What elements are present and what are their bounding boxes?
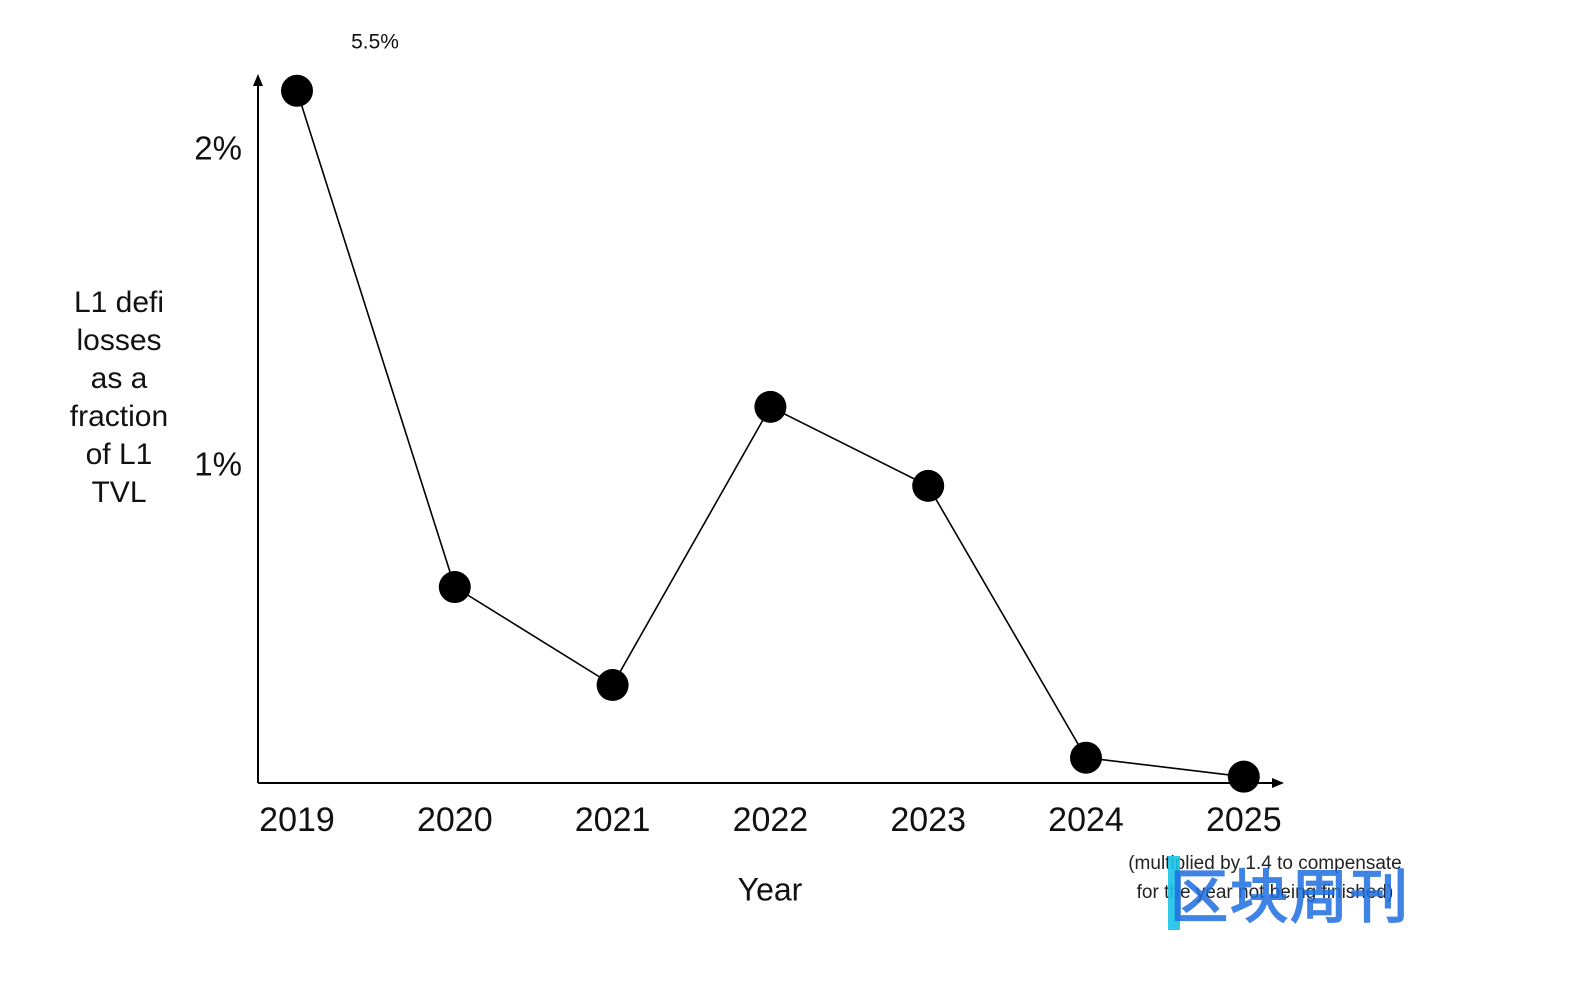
point [912, 469, 945, 502]
annotation: 5.5% [351, 31, 399, 54]
point [1070, 741, 1102, 774]
x-tick-label: 2023 [890, 801, 966, 839]
watermark-bar [1168, 856, 1180, 930]
x-tick-label: 2019 [259, 801, 335, 839]
x-tick-label: 2021 [575, 801, 651, 839]
point [754, 390, 787, 423]
x-tick-label: 2020 [417, 801, 493, 839]
note: (multiplied by 1.4 to compensate for the… [1128, 853, 1402, 903]
y-tick-label: 2% [194, 130, 242, 167]
point [438, 571, 471, 604]
line [296, 90, 1244, 778]
point [1227, 760, 1260, 793]
y-axis-label: L1 defi losses as a fraction of L1 TVL [69, 286, 169, 509]
watermark: 区块周刊 [1170, 863, 1411, 931]
x-tick-label: 2022 [733, 801, 809, 839]
x-tick-label: 2025 [1206, 801, 1282, 839]
point [281, 74, 313, 107]
y-tick-label: 1% [194, 446, 242, 483]
x-axis-label: Year [738, 871, 803, 907]
x-tick-label: 2024 [1048, 801, 1124, 839]
point [596, 669, 629, 702]
